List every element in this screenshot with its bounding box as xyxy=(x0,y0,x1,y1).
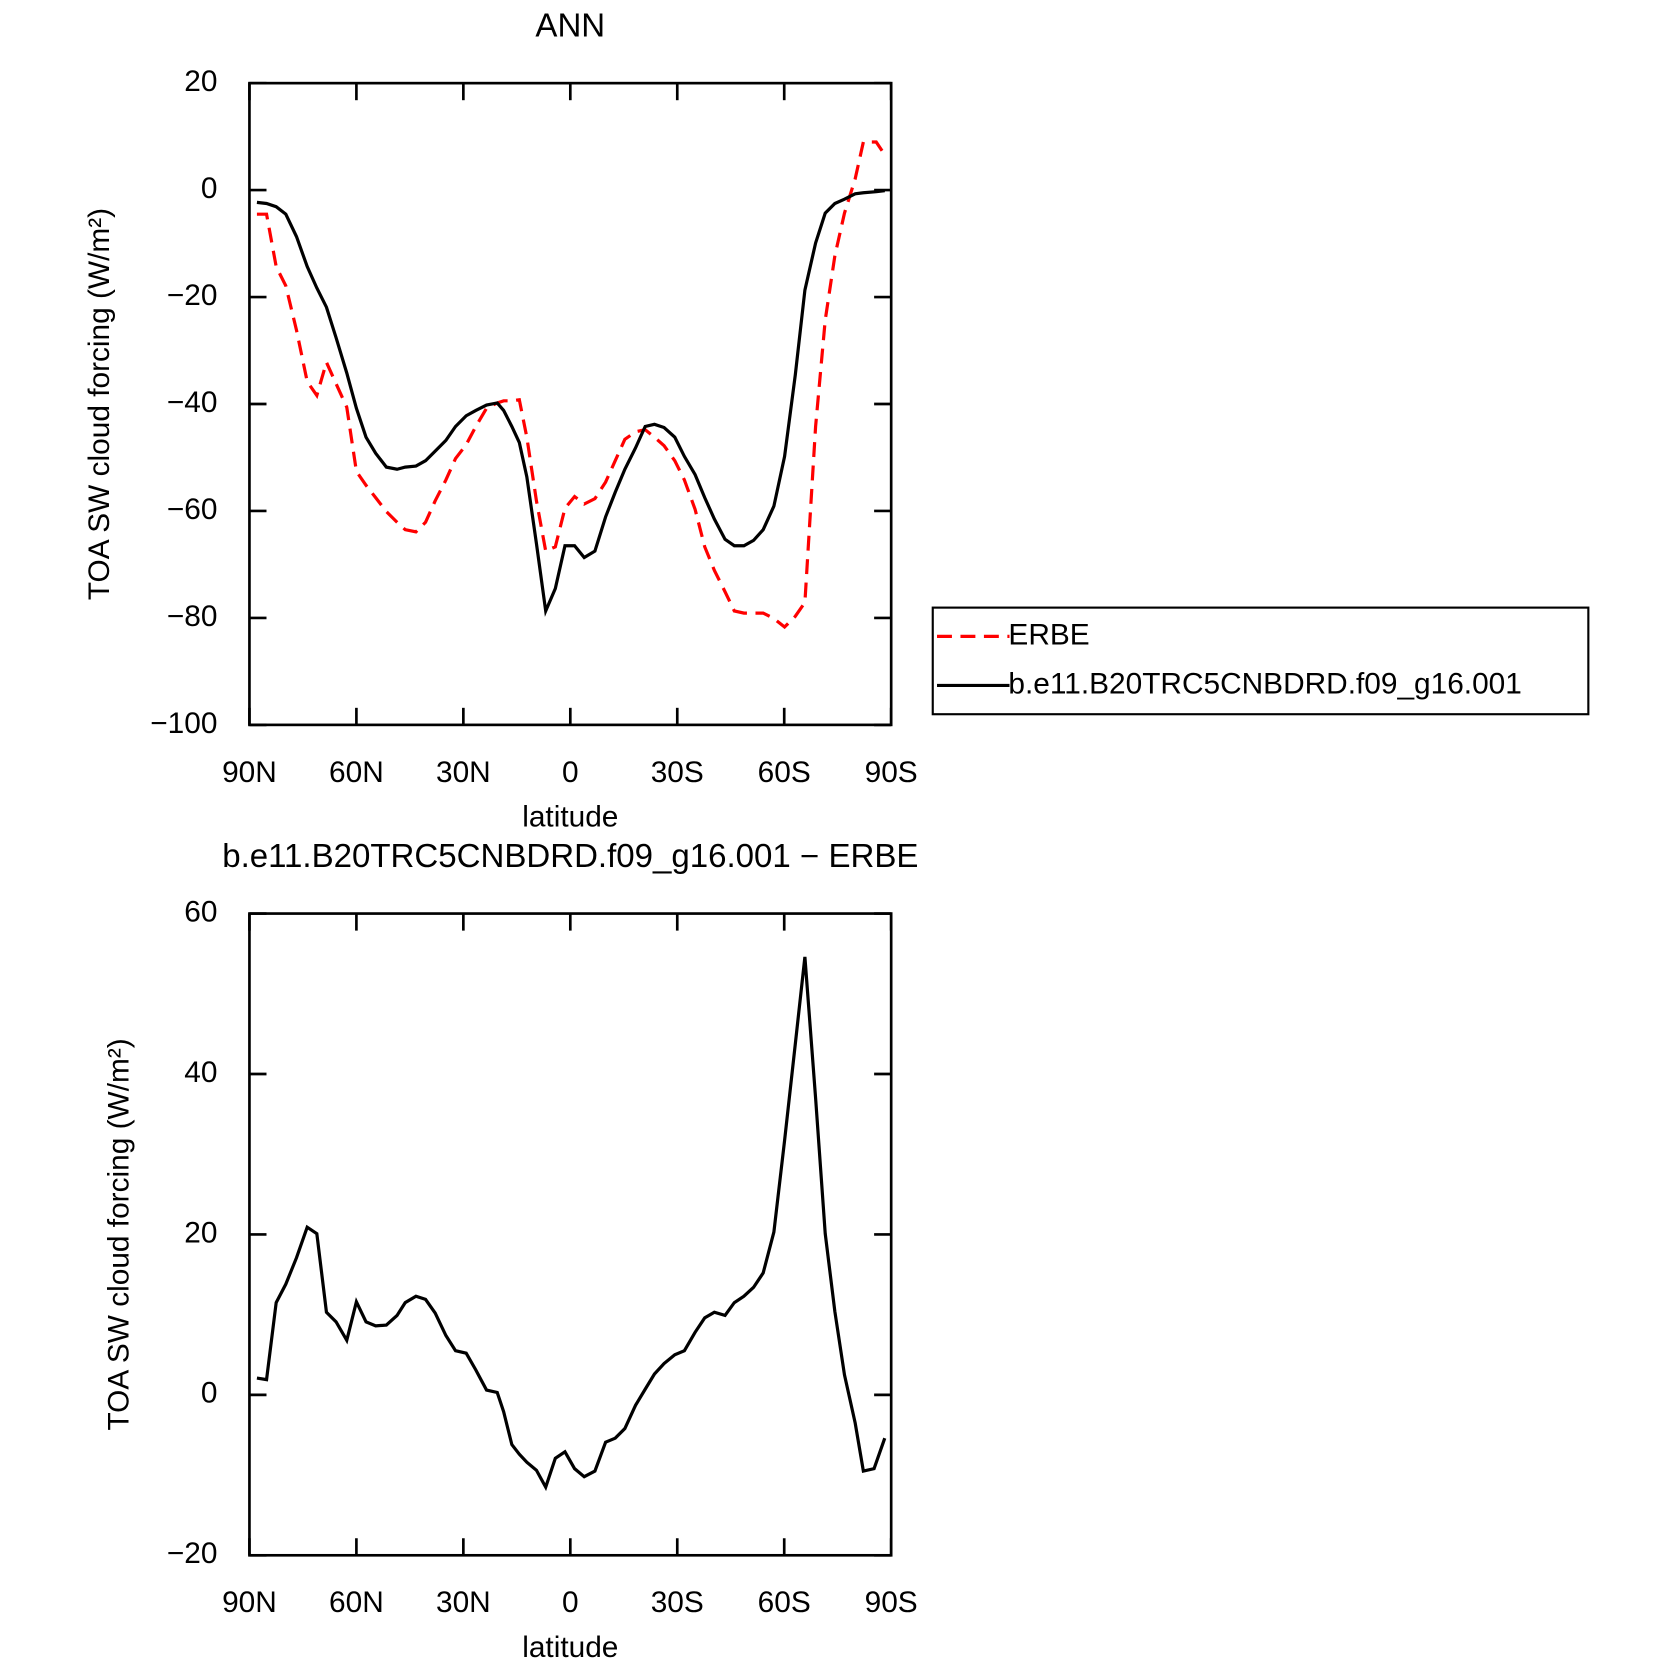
chart-title: b.e11.B20TRC5CNBDRD.f09_g16.001 − ERBE xyxy=(222,838,918,875)
y-tick-label: −100 xyxy=(150,707,217,740)
chart-title: ANN xyxy=(535,7,605,44)
y-tick-label: −20 xyxy=(167,279,218,312)
legend-label: ERBE xyxy=(1008,618,1089,651)
x-tick-label: 90S xyxy=(865,756,918,789)
y-axis-label: TOA SW cloud forcing (W/m²) xyxy=(83,208,116,600)
x-tick-label: 30N xyxy=(436,1586,491,1619)
x-tick-label: 0 xyxy=(562,1586,579,1619)
y-tick-label: 60 xyxy=(184,895,217,928)
x-tick-label: 60N xyxy=(329,756,384,789)
x-tick-label: 30S xyxy=(651,756,704,789)
y-tick-label: 0 xyxy=(201,172,218,205)
x-tick-label: 60S xyxy=(758,1586,811,1619)
y-tick-label: 0 xyxy=(201,1377,218,1410)
x-axis-label: latitude xyxy=(522,1631,618,1663)
x-tick-label: 0 xyxy=(562,756,579,789)
plot-frame xyxy=(248,912,893,1557)
x-tick-label: 60S xyxy=(758,756,811,789)
x-tick-label: 60N xyxy=(329,1586,384,1619)
y-tick-label: −60 xyxy=(167,493,218,526)
data-line xyxy=(256,956,887,1492)
y-tick-label: 20 xyxy=(184,65,217,98)
y-tick-label: −80 xyxy=(167,600,218,633)
legend-label: b.e11.B20TRC5CNBDRD.f09_g16.001 xyxy=(1008,667,1521,700)
x-tick-label: 90S xyxy=(865,1586,918,1619)
y-tick-label: 40 xyxy=(184,1056,217,1089)
figure: ANN latitude TOA SW cloud forcing (W/m²) −1… xyxy=(83,7,1590,1663)
x-axis-label: latitude xyxy=(522,801,618,834)
y-tick-label: −40 xyxy=(167,386,218,419)
x-tick-label: 90N xyxy=(222,756,277,789)
plot-frame xyxy=(248,81,893,727)
data-line xyxy=(256,140,887,630)
data-line xyxy=(256,189,885,617)
x-tick-label: 30N xyxy=(436,756,491,789)
legend-box xyxy=(931,606,1590,716)
y-tick-label: −20 xyxy=(167,1537,218,1570)
y-axis-label: TOA SW cloud forcing (W/m²) xyxy=(102,1038,135,1430)
x-tick-label: 30S xyxy=(651,1586,704,1619)
y-tick-label: 20 xyxy=(184,1216,217,1249)
x-tick-label: 90N xyxy=(222,1586,277,1619)
